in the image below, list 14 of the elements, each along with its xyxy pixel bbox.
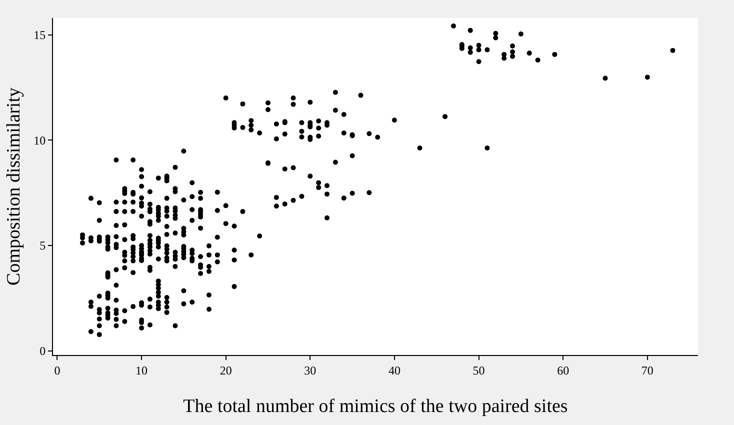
y-tick-label: 5 <box>40 238 46 253</box>
x-tick-label: 70 <box>641 363 654 378</box>
x-tick-label: 60 <box>557 363 570 378</box>
y-tick-label: 15 <box>34 28 46 42</box>
y-tick-label: 0 <box>40 344 46 358</box>
x-tick-label: 20 <box>220 363 232 378</box>
x-tick-label: 50 <box>472 363 485 378</box>
x-tick-label: 30 <box>304 363 316 378</box>
x-axis-title: The total number of mimics of the two paired sites <box>183 396 568 418</box>
y-axis-title: Composition dissimilarity <box>3 87 24 286</box>
x-tick-label: 40 <box>388 363 400 378</box>
x-tick-label: 10 <box>136 363 148 378</box>
x-tick-label: 0 <box>54 363 60 378</box>
y-tick-label: 10 <box>34 133 46 148</box>
